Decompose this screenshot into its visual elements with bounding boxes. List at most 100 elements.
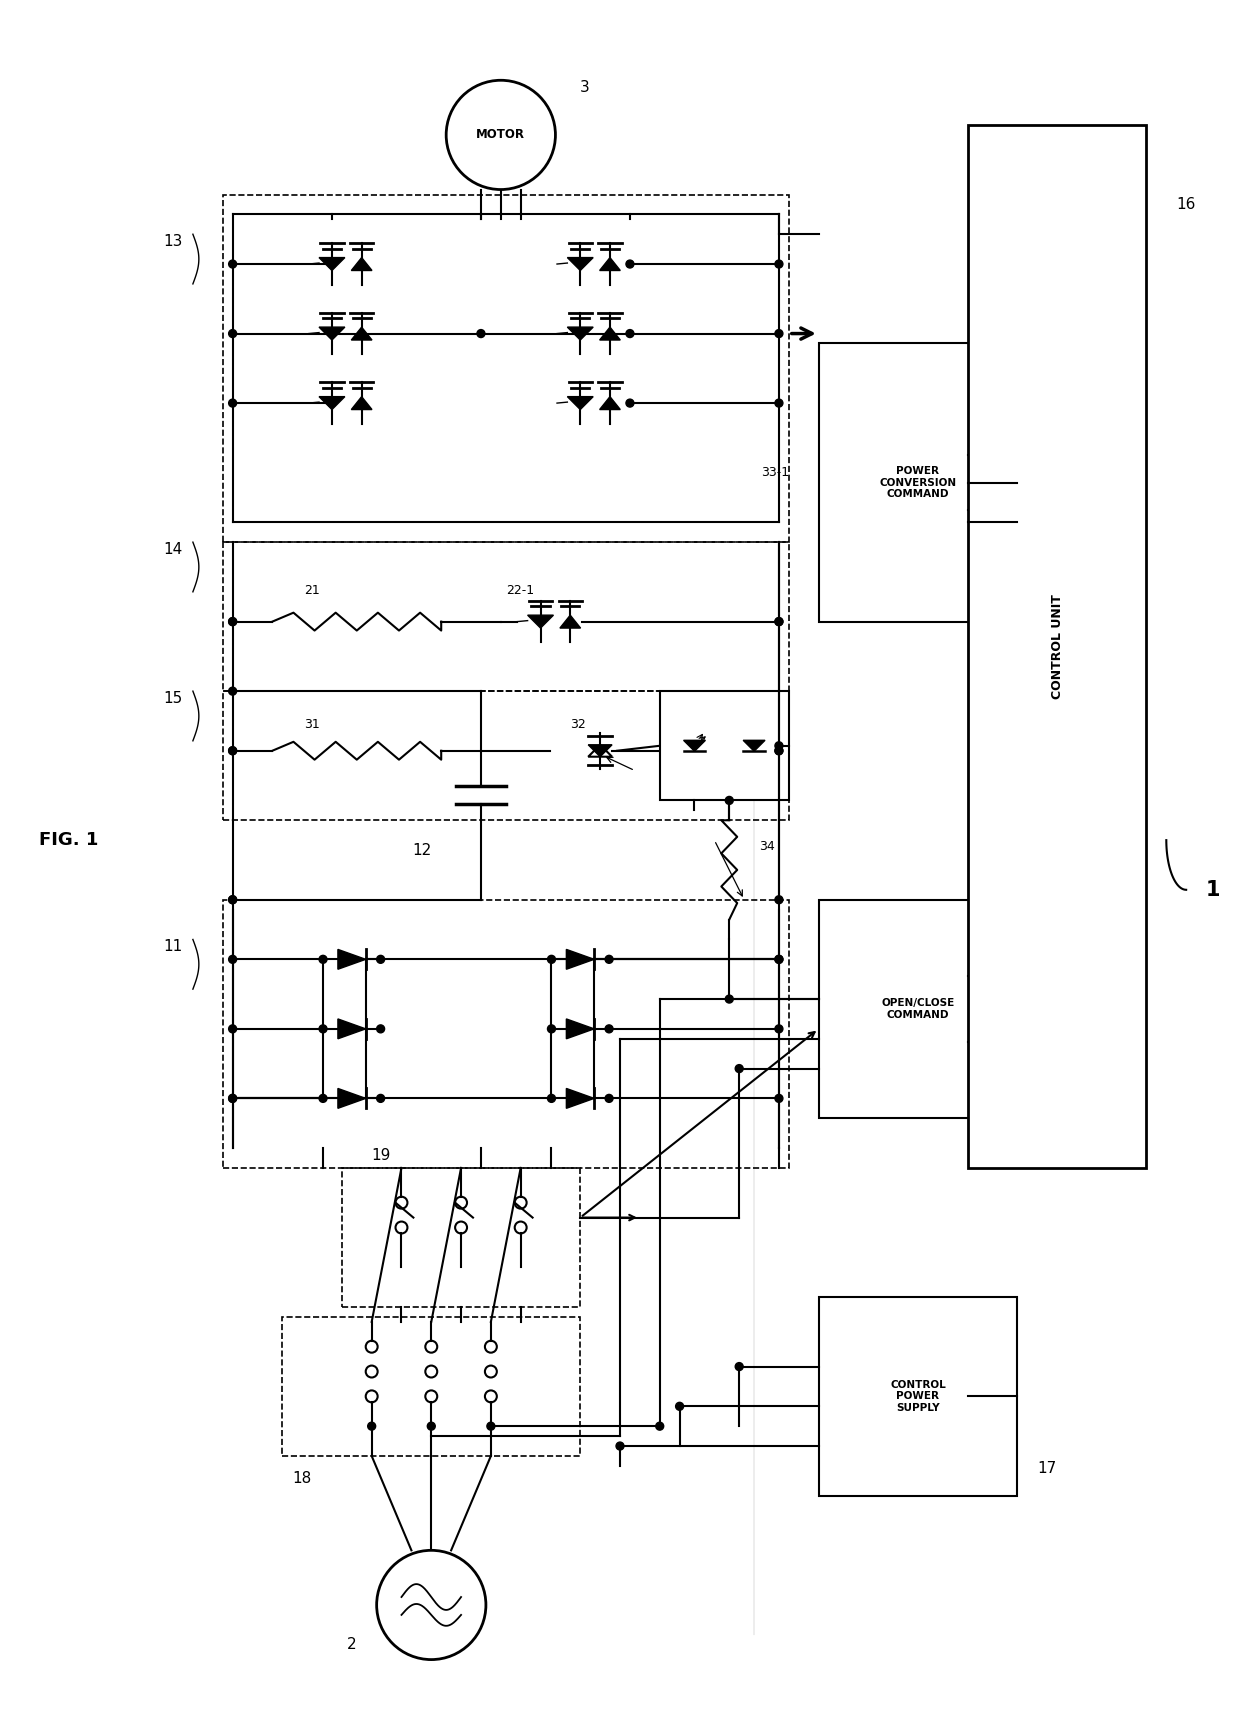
Text: 17: 17	[1037, 1460, 1056, 1476]
Text: 16: 16	[1177, 196, 1195, 212]
Text: CONTROL
POWER
SUPPLY: CONTROL POWER SUPPLY	[890, 1379, 946, 1412]
Circle shape	[775, 896, 782, 903]
Text: 11: 11	[164, 939, 184, 955]
Bar	[223, 900, 789, 1168]
Circle shape	[319, 955, 327, 963]
Bar	[223, 194, 789, 542]
Circle shape	[605, 1094, 613, 1103]
Circle shape	[228, 688, 237, 695]
Polygon shape	[568, 327, 593, 341]
Circle shape	[228, 1025, 237, 1032]
Text: 33-1: 33-1	[760, 466, 789, 480]
Text: 34: 34	[759, 839, 775, 853]
Text: POWER
CONVERSION
COMMAND: POWER CONVERSION COMMAND	[879, 466, 956, 499]
Circle shape	[228, 617, 237, 626]
Text: 32: 32	[570, 717, 587, 731]
Circle shape	[626, 330, 634, 337]
Circle shape	[548, 955, 556, 963]
Circle shape	[228, 746, 237, 755]
Text: 14: 14	[164, 542, 184, 557]
Circle shape	[327, 260, 336, 268]
Polygon shape	[560, 616, 580, 628]
Polygon shape	[588, 745, 613, 757]
Polygon shape	[568, 397, 593, 409]
Polygon shape	[351, 397, 372, 409]
Polygon shape	[319, 327, 345, 341]
Polygon shape	[683, 740, 706, 752]
Text: 15: 15	[164, 691, 184, 707]
Bar	[223, 691, 789, 820]
Polygon shape	[567, 1018, 594, 1039]
Polygon shape	[339, 949, 366, 970]
Text: 1: 1	[1207, 881, 1220, 900]
Bar	[818, 900, 1017, 1118]
Circle shape	[735, 1362, 743, 1371]
Circle shape	[775, 399, 782, 408]
Circle shape	[775, 746, 782, 755]
Text: FIG. 1: FIG. 1	[38, 831, 98, 850]
Circle shape	[228, 399, 237, 408]
Text: MOTOR: MOTOR	[476, 129, 526, 141]
Circle shape	[626, 399, 634, 408]
Circle shape	[616, 1441, 624, 1450]
Text: OPEN/CLOSE
COMMAND: OPEN/CLOSE COMMAND	[882, 998, 955, 1020]
Text: 3: 3	[580, 81, 590, 95]
Polygon shape	[528, 616, 553, 628]
Circle shape	[775, 746, 782, 755]
Bar	[223, 542, 789, 691]
Circle shape	[487, 1422, 495, 1429]
Circle shape	[228, 260, 237, 268]
Circle shape	[775, 955, 782, 963]
Circle shape	[775, 741, 782, 750]
Polygon shape	[600, 258, 620, 270]
Polygon shape	[743, 740, 765, 752]
Circle shape	[319, 1094, 327, 1103]
Bar	[818, 344, 1017, 621]
Circle shape	[775, 330, 782, 337]
Bar	[818, 1297, 1017, 1496]
Polygon shape	[567, 949, 594, 970]
Polygon shape	[567, 1089, 594, 1108]
Circle shape	[775, 260, 782, 268]
Text: 13: 13	[164, 234, 184, 249]
Text: 31: 31	[304, 717, 320, 731]
Circle shape	[605, 1025, 613, 1032]
Circle shape	[228, 896, 237, 903]
Circle shape	[725, 996, 733, 1003]
Circle shape	[725, 796, 733, 805]
Circle shape	[656, 1422, 663, 1429]
Circle shape	[605, 955, 613, 963]
Circle shape	[548, 1025, 556, 1032]
Circle shape	[477, 330, 485, 337]
Circle shape	[428, 1422, 435, 1429]
Polygon shape	[319, 258, 345, 270]
Text: 22-1: 22-1	[507, 583, 534, 597]
Circle shape	[775, 1094, 782, 1103]
Bar	[342, 1168, 580, 1307]
Circle shape	[228, 1094, 237, 1103]
Text: 19: 19	[372, 1147, 391, 1163]
Circle shape	[228, 330, 237, 337]
Circle shape	[377, 1550, 486, 1660]
Circle shape	[548, 1094, 556, 1103]
Polygon shape	[339, 1018, 366, 1039]
Circle shape	[327, 330, 336, 337]
Circle shape	[377, 955, 384, 963]
Polygon shape	[600, 327, 620, 341]
Circle shape	[775, 617, 782, 626]
Circle shape	[377, 1094, 384, 1103]
Bar	[660, 691, 789, 800]
Polygon shape	[339, 1089, 366, 1108]
Circle shape	[626, 260, 634, 268]
Circle shape	[228, 746, 237, 755]
Polygon shape	[351, 258, 372, 270]
Circle shape	[228, 1094, 237, 1103]
Text: 2: 2	[347, 1637, 357, 1653]
Circle shape	[775, 617, 782, 626]
Circle shape	[228, 617, 237, 626]
Text: 18: 18	[293, 1471, 311, 1486]
Bar	[967, 126, 1147, 1168]
Circle shape	[228, 955, 237, 963]
Circle shape	[775, 955, 782, 963]
Text: 21: 21	[304, 583, 320, 597]
